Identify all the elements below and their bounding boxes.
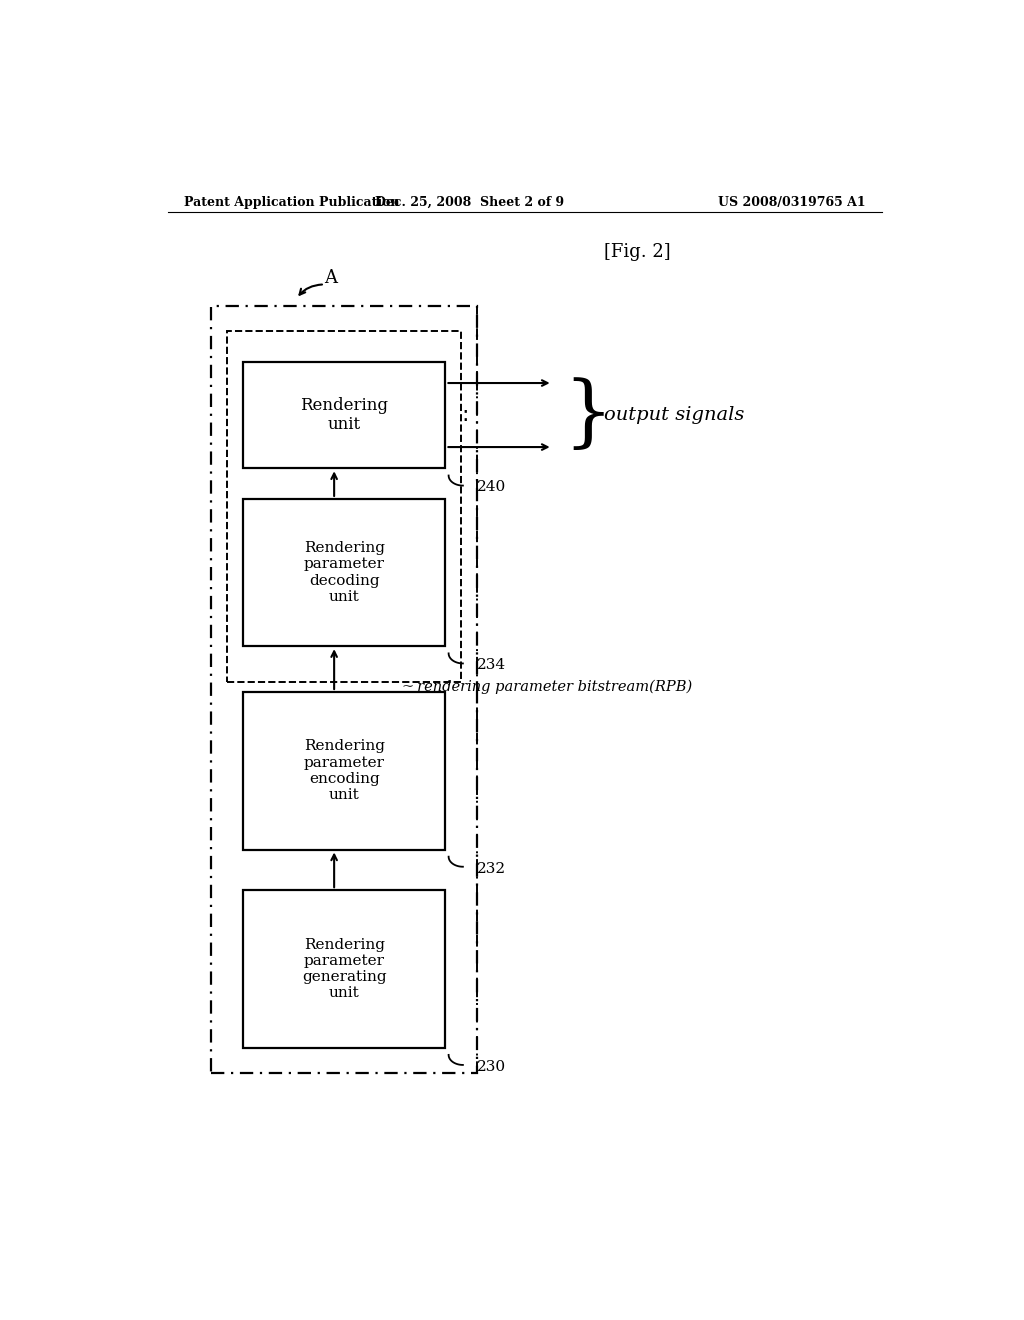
Text: 234: 234 — [477, 659, 506, 672]
Text: 230: 230 — [477, 1060, 506, 1073]
Bar — [243, 692, 445, 850]
Bar — [243, 499, 445, 647]
Text: Rendering
parameter
decoding
unit: Rendering parameter decoding unit — [304, 541, 385, 603]
Text: :: : — [462, 405, 469, 425]
Text: output signals: output signals — [604, 407, 744, 424]
Text: Rendering
parameter
encoding
unit: Rendering parameter encoding unit — [304, 739, 385, 803]
Text: A: A — [324, 269, 337, 288]
Bar — [211, 306, 477, 1073]
Text: [Fig. 2]: [Fig. 2] — [604, 243, 671, 261]
Bar — [227, 331, 461, 682]
Text: Rendering
parameter
generating
unit: Rendering parameter generating unit — [302, 937, 387, 1001]
Bar — [243, 890, 445, 1048]
Text: 232: 232 — [477, 862, 506, 875]
Bar — [243, 362, 445, 469]
Text: }: } — [563, 378, 612, 453]
Text: Rendering
unit: Rendering unit — [300, 397, 388, 433]
Text: ~ rendering parameter bitstream(RPB): ~ rendering parameter bitstream(RPB) — [401, 680, 692, 694]
Text: Patent Application Publication: Patent Application Publication — [183, 195, 399, 209]
Text: Dec. 25, 2008  Sheet 2 of 9: Dec. 25, 2008 Sheet 2 of 9 — [375, 195, 564, 209]
Text: US 2008/0319765 A1: US 2008/0319765 A1 — [719, 195, 866, 209]
Text: 240: 240 — [477, 480, 507, 495]
